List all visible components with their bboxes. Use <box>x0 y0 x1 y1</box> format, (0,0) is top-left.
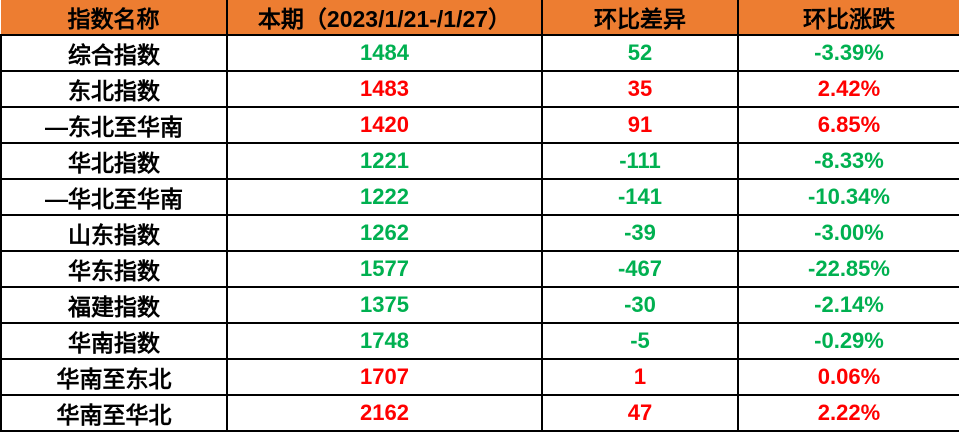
table-row: 华北指数 1221 -111 -8.33% <box>0 142 959 180</box>
table-row: 华东指数 1577 -467 -22.85% <box>0 250 959 288</box>
index-name-cell: 华东指数 <box>0 250 228 288</box>
current-value-cell: 1577 <box>226 250 543 288</box>
table-row: 华南指数 1748 -5 -0.29% <box>0 322 959 360</box>
pct-value-cell: -2.14% <box>737 286 959 324</box>
diff-value-cell: 47 <box>541 394 739 432</box>
pct-value-cell: 6.85% <box>737 106 959 144</box>
index-name-cell: 华南至华北 <box>0 394 228 432</box>
index-name-cell: 华南指数 <box>0 322 228 360</box>
index-name-cell: 东北指数 <box>0 70 228 108</box>
diff-value-cell: -39 <box>541 214 739 252</box>
index-name-cell: 综合指数 <box>0 34 228 72</box>
index-name-cell: —华北至华南 <box>0 178 228 216</box>
diff-value-cell: -467 <box>541 250 739 288</box>
diff-value-cell: -141 <box>541 178 739 216</box>
header-row: 指数名称 本期（2023/1/21-/1/27） 环比差异 环比涨跌 <box>1 0 959 36</box>
index-name-cell: 华南至东北 <box>0 358 228 396</box>
current-value-cell: 1748 <box>226 322 543 360</box>
current-value-cell: 1262 <box>226 214 543 252</box>
header-index-name: 指数名称 <box>1 0 228 36</box>
diff-value-cell: 1 <box>541 358 739 396</box>
table-row: 华南至东北 1707 1 0.06% <box>0 358 959 396</box>
current-value-cell: 1375 <box>226 286 543 324</box>
pct-value-cell: 0.06% <box>737 358 959 396</box>
pct-value-cell: -10.34% <box>737 178 959 216</box>
pct-value-cell: -22.85% <box>737 250 959 288</box>
table-header: 指数名称 本期（2023/1/21-/1/27） 环比差异 环比涨跌 <box>1 0 959 36</box>
header-wow-diff: 环比差异 <box>541 0 739 36</box>
table-row: —华北至华南 1222 -141 -10.34% <box>0 178 959 216</box>
current-value-cell: 1420 <box>226 106 543 144</box>
diff-value-cell: 91 <box>541 106 739 144</box>
table-body: 综合指数 1484 52 -3.39% 东北指数 1483 35 2.42% —… <box>0 34 959 432</box>
pct-value-cell: 2.22% <box>737 394 959 432</box>
current-value-cell: 1484 <box>226 34 543 72</box>
current-value-cell: 1483 <box>226 70 543 108</box>
index-name-cell: 福建指数 <box>0 286 228 324</box>
table-row: 综合指数 1484 52 -3.39% <box>0 34 959 72</box>
index-name-cell: —东北至华南 <box>0 106 228 144</box>
current-value-cell: 2162 <box>226 394 543 432</box>
diff-value-cell: -111 <box>541 142 739 180</box>
index-name-cell: 山东指数 <box>0 214 228 252</box>
table-row: 华南至华北 2162 47 2.22% <box>0 394 959 432</box>
index-name-cell: 华北指数 <box>0 142 228 180</box>
pct-value-cell: -3.00% <box>737 214 959 252</box>
pct-value-cell: -3.39% <box>737 34 959 72</box>
header-current-period: 本期（2023/1/21-/1/27） <box>226 0 543 36</box>
table-row: —东北至华南 1420 91 6.85% <box>0 106 959 144</box>
current-value-cell: 1221 <box>226 142 543 180</box>
diff-value-cell: 35 <box>541 70 739 108</box>
table-row: 东北指数 1483 35 2.42% <box>0 70 959 108</box>
diff-value-cell: 52 <box>541 34 739 72</box>
current-value-cell: 1222 <box>226 178 543 216</box>
pct-value-cell: -0.29% <box>737 322 959 360</box>
diff-value-cell: -5 <box>541 322 739 360</box>
header-wow-change: 环比涨跌 <box>737 0 959 36</box>
pct-value-cell: 2.42% <box>737 70 959 108</box>
current-value-cell: 1707 <box>226 358 543 396</box>
diff-value-cell: -30 <box>541 286 739 324</box>
table-row: 福建指数 1375 -30 -2.14% <box>0 286 959 324</box>
table-row: 山东指数 1262 -39 -3.00% <box>0 214 959 252</box>
pct-value-cell: -8.33% <box>737 142 959 180</box>
